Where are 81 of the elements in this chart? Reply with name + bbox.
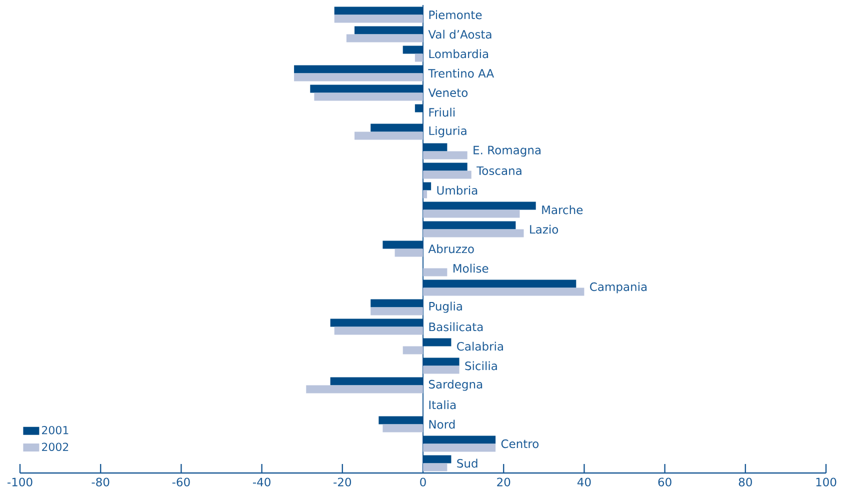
bar bbox=[423, 436, 496, 444]
bar bbox=[310, 84, 424, 93]
y-tick-label: Trentino AA bbox=[428, 68, 494, 78]
bar bbox=[423, 182, 432, 190]
x-tick-label: -20 bbox=[334, 478, 352, 486]
bar bbox=[370, 307, 424, 316]
x-tick-label: 0 bbox=[420, 478, 426, 486]
x-tick-label: 40 bbox=[577, 478, 591, 486]
bar bbox=[414, 54, 424, 62]
y-tick-label: Italia bbox=[429, 400, 456, 410]
bar bbox=[314, 92, 424, 101]
bar bbox=[330, 377, 424, 386]
y-tick-label: Lombardia bbox=[429, 49, 488, 58]
bar bbox=[423, 280, 576, 288]
bar bbox=[354, 132, 424, 140]
bar bbox=[423, 143, 448, 152]
y-tick-label: Sud bbox=[457, 458, 478, 468]
y-tick-label: Umbria bbox=[437, 186, 478, 195]
bar bbox=[334, 14, 424, 23]
y-tick-label: Friuli bbox=[429, 108, 455, 117]
y-tick-label: Calabria bbox=[457, 342, 503, 351]
bar bbox=[423, 210, 520, 218]
y-tick-label: Campania bbox=[590, 282, 647, 294]
bar bbox=[423, 455, 452, 464]
bar bbox=[346, 34, 424, 42]
y-tick-label: Sardegna bbox=[428, 380, 482, 391]
y-tick-label: Val d’Aosta bbox=[428, 30, 492, 39]
x-tick-label: -40 bbox=[252, 478, 270, 486]
bar bbox=[423, 338, 452, 346]
y-tick-label: Lazio bbox=[530, 224, 558, 234]
bar bbox=[378, 416, 424, 424]
bar bbox=[423, 151, 468, 160]
bar bbox=[334, 6, 424, 15]
bar bbox=[423, 229, 524, 238]
y-tick-label: Piemonte bbox=[429, 10, 482, 20]
bar bbox=[394, 248, 424, 257]
x-tick-label: 100 bbox=[816, 478, 836, 486]
legend-label: 2001 bbox=[42, 426, 68, 434]
y-tick-label: Basilicata bbox=[429, 322, 483, 332]
bar bbox=[423, 162, 468, 171]
y-tick-label: Liguria bbox=[429, 126, 466, 138]
bar bbox=[423, 221, 516, 230]
bar bbox=[423, 190, 428, 198]
bar bbox=[423, 268, 448, 276]
x-tick-label: 20 bbox=[497, 478, 510, 486]
x-tick-label: -100 bbox=[8, 478, 32, 486]
y-tick-label: Centro bbox=[501, 439, 539, 448]
bar bbox=[334, 326, 424, 335]
y-tick-label: Marche bbox=[542, 205, 583, 214]
bar bbox=[370, 124, 424, 132]
bar bbox=[414, 104, 424, 112]
bar bbox=[423, 288, 584, 296]
bar bbox=[423, 444, 496, 452]
y-tick-label: Molise bbox=[454, 264, 488, 273]
x-tick-label: 80 bbox=[738, 478, 752, 486]
y-tick-label: Sicilia bbox=[465, 361, 497, 370]
bar bbox=[294, 73, 424, 82]
bar bbox=[382, 240, 424, 249]
bar bbox=[370, 299, 424, 308]
x-tick-label: 60 bbox=[658, 478, 672, 486]
bar bbox=[294, 65, 424, 74]
y-tick-label: Abruzzo bbox=[428, 244, 474, 254]
x-tick-label: -80 bbox=[92, 478, 110, 486]
bar bbox=[402, 46, 424, 54]
bar bbox=[402, 346, 424, 354]
y-tick-label: Puglia bbox=[429, 302, 462, 313]
bar bbox=[306, 385, 424, 394]
y-tick-label: Veneto bbox=[428, 88, 468, 98]
bar bbox=[423, 463, 448, 472]
bar bbox=[423, 170, 472, 179]
y-tick-label: E. Romagna bbox=[474, 146, 540, 157]
bar bbox=[423, 358, 460, 366]
x-tick-label: -60 bbox=[172, 478, 190, 486]
bar bbox=[330, 318, 424, 327]
y-tick-label: Toscana bbox=[476, 166, 522, 176]
bar bbox=[382, 424, 424, 432]
bar bbox=[423, 366, 460, 374]
bar bbox=[423, 202, 536, 210]
bar bbox=[354, 26, 424, 34]
y-tick-label: Nord bbox=[429, 420, 455, 429]
legend-label: 2002 bbox=[42, 442, 68, 452]
